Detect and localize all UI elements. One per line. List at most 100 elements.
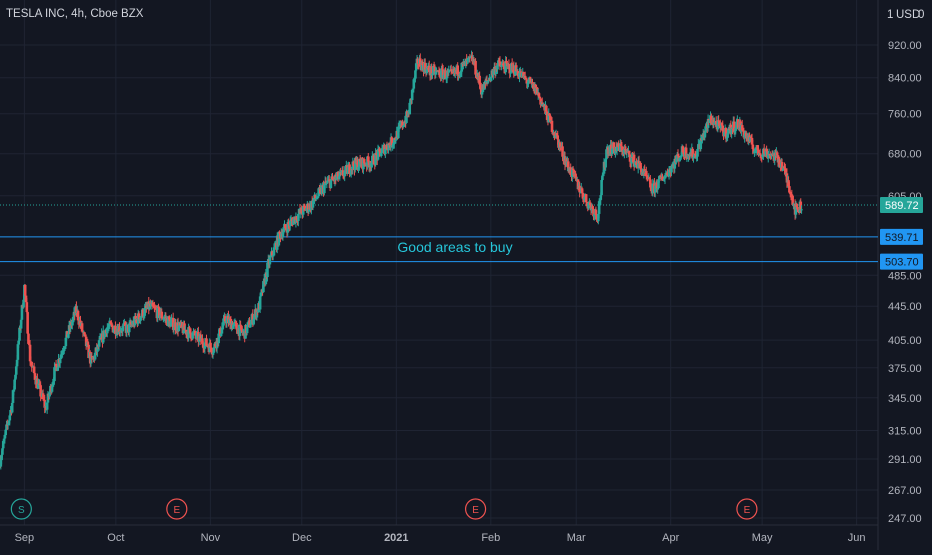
candle-body: [420, 61, 424, 71]
candle-body: [264, 272, 268, 285]
candle-body: [341, 170, 345, 176]
candle-body: [402, 125, 406, 127]
candle-body: [241, 332, 245, 334]
candle-body: [730, 127, 733, 135]
price-tick-label[interactable]: 405.00: [888, 335, 922, 347]
price-tick-label[interactable]: 920.00: [888, 40, 922, 52]
price-tick-label[interactable]: 267.00: [888, 485, 922, 497]
candle-body: [375, 153, 378, 155]
level-price-label: 539.71: [885, 232, 919, 244]
price-tick-label[interactable]: 840.00: [888, 73, 922, 85]
candle-body: [33, 373, 37, 380]
candle-body: [381, 146, 385, 149]
candle-body: [551, 131, 555, 134]
candle-body: [87, 344, 90, 359]
candle-body: [51, 382, 55, 387]
time-tick-label[interactable]: Jun: [848, 532, 866, 544]
price-tick-label[interactable]: 760.00: [888, 109, 922, 121]
candle-body: [658, 176, 661, 180]
candle-body: [153, 307, 157, 309]
candle-body: [529, 79, 533, 83]
candle-body: [645, 170, 648, 177]
candle-body: [374, 153, 377, 165]
candle-body: [388, 143, 391, 145]
candle-body: [167, 316, 171, 320]
candle-body: [290, 219, 294, 221]
time-tick-label[interactable]: Dec: [292, 532, 312, 544]
candle-body: [438, 71, 442, 77]
candle-body: [379, 152, 383, 156]
candle-body: [315, 197, 319, 199]
candle-body: [266, 262, 269, 278]
time-tick-label[interactable]: Nov: [201, 532, 221, 544]
annotation-text[interactable]: Good areas to buy: [397, 239, 512, 255]
candle-body: [749, 136, 753, 138]
candle-body: [238, 324, 242, 337]
earnings-event-marker[interactable]: [464, 498, 487, 520]
candle-body: [125, 324, 129, 333]
candle-body: [754, 148, 758, 151]
candle-body: [717, 120, 720, 122]
price-tick-label[interactable]: 291.00: [888, 454, 922, 466]
candle-body: [773, 152, 777, 161]
candle-body: [284, 224, 287, 228]
candle-body: [639, 162, 642, 169]
earnings-event-marker[interactable]: [166, 498, 188, 520]
candle-body: [694, 154, 698, 159]
candle-body: [171, 317, 175, 330]
candle-body: [545, 105, 548, 112]
candle-body: [448, 70, 451, 72]
candle-body: [305, 208, 308, 211]
currency-menu-value[interactable]: 0: [918, 9, 924, 21]
time-tick-label[interactable]: Sep: [15, 532, 35, 544]
time-tick-label[interactable]: 2021: [384, 532, 408, 544]
candle-body: [550, 120, 554, 132]
price-tick-label[interactable]: 485.00: [888, 270, 922, 282]
price-tick-label[interactable]: 445.00: [888, 301, 922, 313]
earnings-event-marker[interactable]: [736, 498, 758, 520]
candle-body: [6, 423, 10, 425]
candle-body: [391, 144, 394, 147]
level-price-badge: [880, 253, 923, 270]
split-event-marker[interactable]: [10, 498, 32, 520]
time-tick-label[interactable]: Oct: [107, 532, 124, 544]
candle-body: [162, 318, 165, 320]
candle-body: [687, 154, 690, 159]
candle-body: [19, 319, 23, 329]
candle-body: [372, 155, 376, 165]
candle-body: [45, 402, 49, 410]
candle-body: [394, 139, 398, 141]
price-axis[interactable]: 920.00840.00760.00680.00605.00485.00445.…: [880, 40, 923, 525]
time-tick-label[interactable]: Feb: [481, 532, 500, 544]
price-tick-label[interactable]: 680.00: [888, 149, 922, 161]
candle-body: [378, 148, 381, 152]
candle-body: [13, 379, 16, 390]
candle-body: [301, 206, 305, 215]
time-tick-label[interactable]: May: [752, 532, 773, 544]
currency-label[interactable]: USD: [896, 9, 920, 21]
candle-body: [762, 148, 766, 154]
time-tick-label[interactable]: Apr: [662, 532, 679, 544]
candle-body: [349, 169, 353, 174]
candle-body: [67, 325, 71, 334]
candle-body: [518, 73, 521, 78]
price-tick-label[interactable]: 345.00: [888, 393, 922, 405]
candle-body: [735, 121, 738, 128]
candle-body: [177, 325, 181, 331]
candle-body: [106, 327, 109, 334]
candle-body: [492, 70, 495, 76]
candle-body: [556, 135, 559, 140]
price-tick-label[interactable]: 315.00: [888, 426, 922, 438]
price-tick-label[interactable]: 375.00: [888, 363, 922, 375]
price-tick-label[interactable]: 247.00: [888, 513, 922, 525]
candle-body: [357, 166, 360, 170]
time-tick-label[interactable]: Mar: [567, 532, 586, 544]
candle-body: [553, 132, 556, 136]
candle-body: [538, 96, 542, 99]
candle-body: [110, 323, 113, 325]
time-axis[interactable]: Sep Oct Nov Dec 2021 Feb Mar Apr May Jun: [15, 532, 866, 544]
candle-body: [630, 156, 633, 164]
candle-body: [445, 70, 449, 79]
candle-body: [187, 327, 190, 338]
